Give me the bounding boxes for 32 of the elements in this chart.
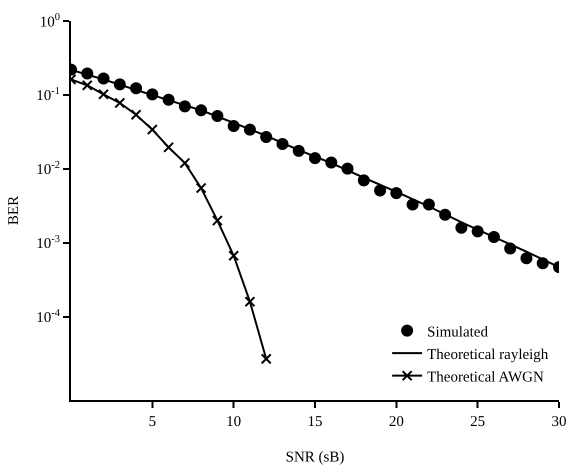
point: [196, 182, 207, 194]
x-tick-label: 10: [226, 414, 242, 430]
x-tick-label: 20: [388, 414, 404, 430]
y-tick-label: 10$^{-1}$: [36, 86, 60, 104]
point: [212, 215, 223, 226]
y-tick-label: 10$^{-4}$: [36, 308, 61, 326]
y-axis-title: BER: [6, 196, 22, 226]
point: [179, 158, 190, 169]
legend-label: Theoretical AWGN: [427, 370, 544, 386]
point: [146, 124, 158, 136]
point: [114, 97, 126, 108]
y-tick-label: 10$^{-2}$: [36, 160, 60, 178]
point: [455, 222, 468, 234]
x-axis-title: SNR (sB): [286, 450, 344, 466]
x-tick-label: 5: [148, 414, 156, 430]
point: [98, 88, 110, 100]
x-tick-label: 15: [308, 414, 322, 430]
point: [520, 252, 532, 264]
point: [82, 80, 93, 91]
legend-label: Simulated: [427, 324, 488, 341]
y-tick-label: 10$^{0}$: [40, 12, 60, 30]
y-tick-label: 10$^{-3}$: [36, 234, 60, 252]
point: [406, 198, 419, 211]
point: [163, 142, 174, 153]
point: [130, 109, 142, 120]
x-tick-label: 25: [470, 414, 486, 430]
legend-label: Theoretical rayleigh: [427, 347, 549, 364]
point: [260, 353, 272, 364]
x-tick-label: 30: [552, 414, 566, 430]
point: [244, 296, 256, 308]
point: [374, 184, 386, 197]
point: [228, 250, 240, 262]
